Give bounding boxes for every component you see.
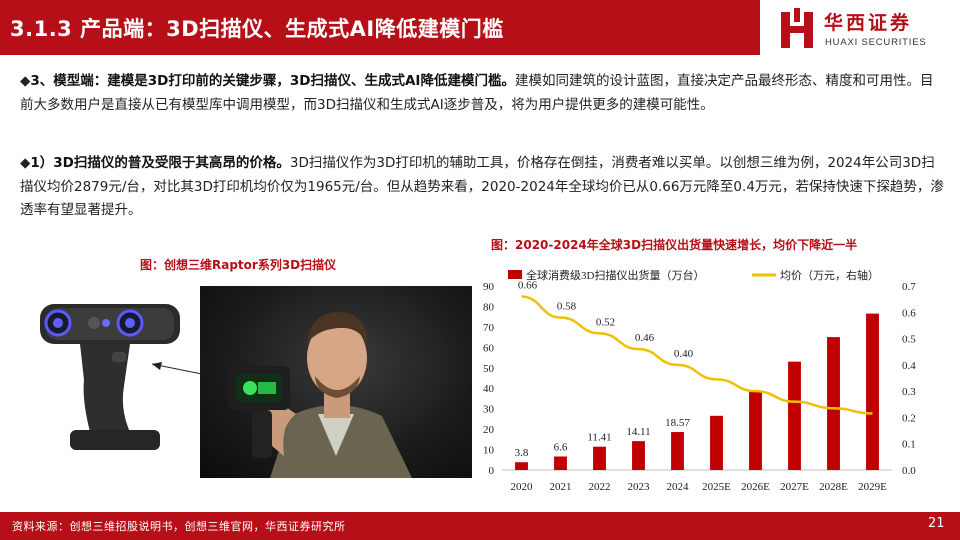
paragraph-model: ◆3、模型端：建模是3D打印前的关键步骤，3D扫描仪、生成式AI降低建模门槛。建…	[20, 70, 945, 117]
line-data-label: 0.66	[518, 280, 538, 292]
x-tick-label: 2026E	[741, 481, 770, 493]
y-tick-label: 60	[483, 342, 495, 354]
logo-name-en: HUAXI SECURITIES	[825, 37, 927, 48]
footer-bar	[0, 512, 960, 540]
bar	[827, 337, 840, 470]
scanner-usage-photo	[200, 286, 472, 478]
bar	[632, 441, 645, 470]
y2-tick-label: 0.4	[902, 360, 916, 372]
y2-tick-label: 0.5	[902, 334, 916, 346]
huaxi-logo-icon	[781, 8, 813, 48]
shipment-price-chart: 0 10 20 30 40 50 60 70 80 90 0.0 0.1 0.2 0.3 0.4 0.5 0.6…	[483, 268, 916, 493]
y2-tick-label: 0.6	[902, 307, 916, 319]
figure-caption-left: 图：创想三维Raptor系列3D扫描仪	[140, 258, 337, 272]
paragraph-scanner-price: ◆1）3D扫描仪的普及受限于其高昂的价格。3D扫描仪作为3D打印机的辅助工具，价…	[20, 152, 945, 223]
legend-bar-swatch	[508, 270, 522, 279]
bar	[788, 361, 801, 470]
bar-data-label: 11.41	[587, 432, 611, 444]
y-tick-label: 20	[483, 424, 495, 436]
legend-bar-label: 全球消费级3D扫描仪出货量（万台）	[526, 268, 704, 282]
y-tick-label: 10	[483, 445, 495, 457]
y-tick-label: 0	[489, 465, 495, 477]
bar	[593, 446, 606, 470]
y-tick-label: 70	[483, 322, 495, 334]
y-tick-label: 40	[483, 383, 495, 395]
y2-tick-label: 0.0	[902, 465, 916, 477]
line-data-label: 0.46	[635, 332, 655, 344]
y2-tick-label: 0.7	[902, 281, 916, 293]
y-tick-label: 80	[483, 301, 495, 313]
logo-name-cn: 华西证券	[824, 12, 913, 34]
paragraph-heading: 1）3D扫描仪的普及受限于其高昂的价格。	[30, 155, 290, 171]
page-number: 21	[928, 516, 945, 531]
price-line	[521, 295, 873, 415]
bar	[710, 415, 723, 470]
y-tick-label: 50	[483, 363, 495, 375]
x-tick-label: 2023	[628, 481, 651, 493]
bar-data-label: 14.11	[626, 426, 650, 438]
y-tick-label: 90	[483, 281, 495, 293]
page-title: 3.1.3 产品端：3D扫描仪、生成式AI降低建模门槛	[10, 17, 504, 41]
line-data-label: 0.40	[674, 348, 694, 360]
x-tick-label: 2022	[589, 481, 611, 493]
y-tick-label: 30	[483, 404, 495, 416]
y2-tick-label: 0.2	[902, 412, 916, 424]
y2-tick-label: 0.3	[902, 386, 916, 398]
paragraph-body: 建模如同建筑的设计蓝图，直接决定产品最终形态、精度和可用性。目前大多数用户是直接…	[20, 73, 934, 113]
scanner-product-image	[40, 304, 210, 450]
bar-data-label: 6.6	[554, 442, 568, 454]
x-tick-label: 2024	[667, 481, 690, 493]
source-note: 资料来源：创想三维招股说明书，创想三维官网，华西证券研究所	[12, 520, 346, 533]
line-data-label: 0.52	[596, 316, 615, 328]
bar	[554, 456, 567, 470]
line-data-label: 0.58	[557, 301, 577, 313]
chart-title: 图：2020-2024年全球3D扫描仪出货量快速增长，均价下降近一半	[491, 238, 858, 252]
company-logo: 华西证券 HUAXI SECURITIES	[772, 6, 952, 54]
bullet-icon: ◆	[20, 155, 31, 171]
x-tick-label: 2021	[550, 481, 572, 493]
x-tick-label: 2028E	[819, 481, 848, 493]
bar	[515, 462, 528, 470]
x-tick-label: 2020	[511, 481, 534, 493]
bar	[749, 391, 762, 470]
bar-data-label: 3.8	[515, 447, 529, 459]
paragraph-heading: 3、模型端：建模是3D打印前的关键步骤，3D扫描仪、生成式AI降低建模门槛。	[30, 73, 515, 89]
bar	[866, 313, 879, 470]
x-tick-label: 2025E	[702, 481, 731, 493]
bar-data-label: 18.57	[665, 417, 690, 429]
bullet-icon: ◆	[20, 73, 31, 89]
title-bar: 3.1.3 产品端：3D扫描仪、生成式AI降低建模门槛	[0, 0, 760, 55]
bar	[671, 432, 684, 470]
y2-tick-label: 0.1	[902, 439, 916, 451]
x-tick-label: 2027E	[780, 481, 809, 493]
paragraph-body: 3D扫描仪作为3D打印机的辅助工具，价格存在倒挂，消费者难以买单。以创想三维为例…	[20, 155, 944, 218]
legend-line-label: 均价（万元，右轴）	[780, 268, 879, 282]
person-with-scanner-illustration	[228, 312, 412, 478]
x-tick-label: 2029E	[858, 481, 887, 493]
